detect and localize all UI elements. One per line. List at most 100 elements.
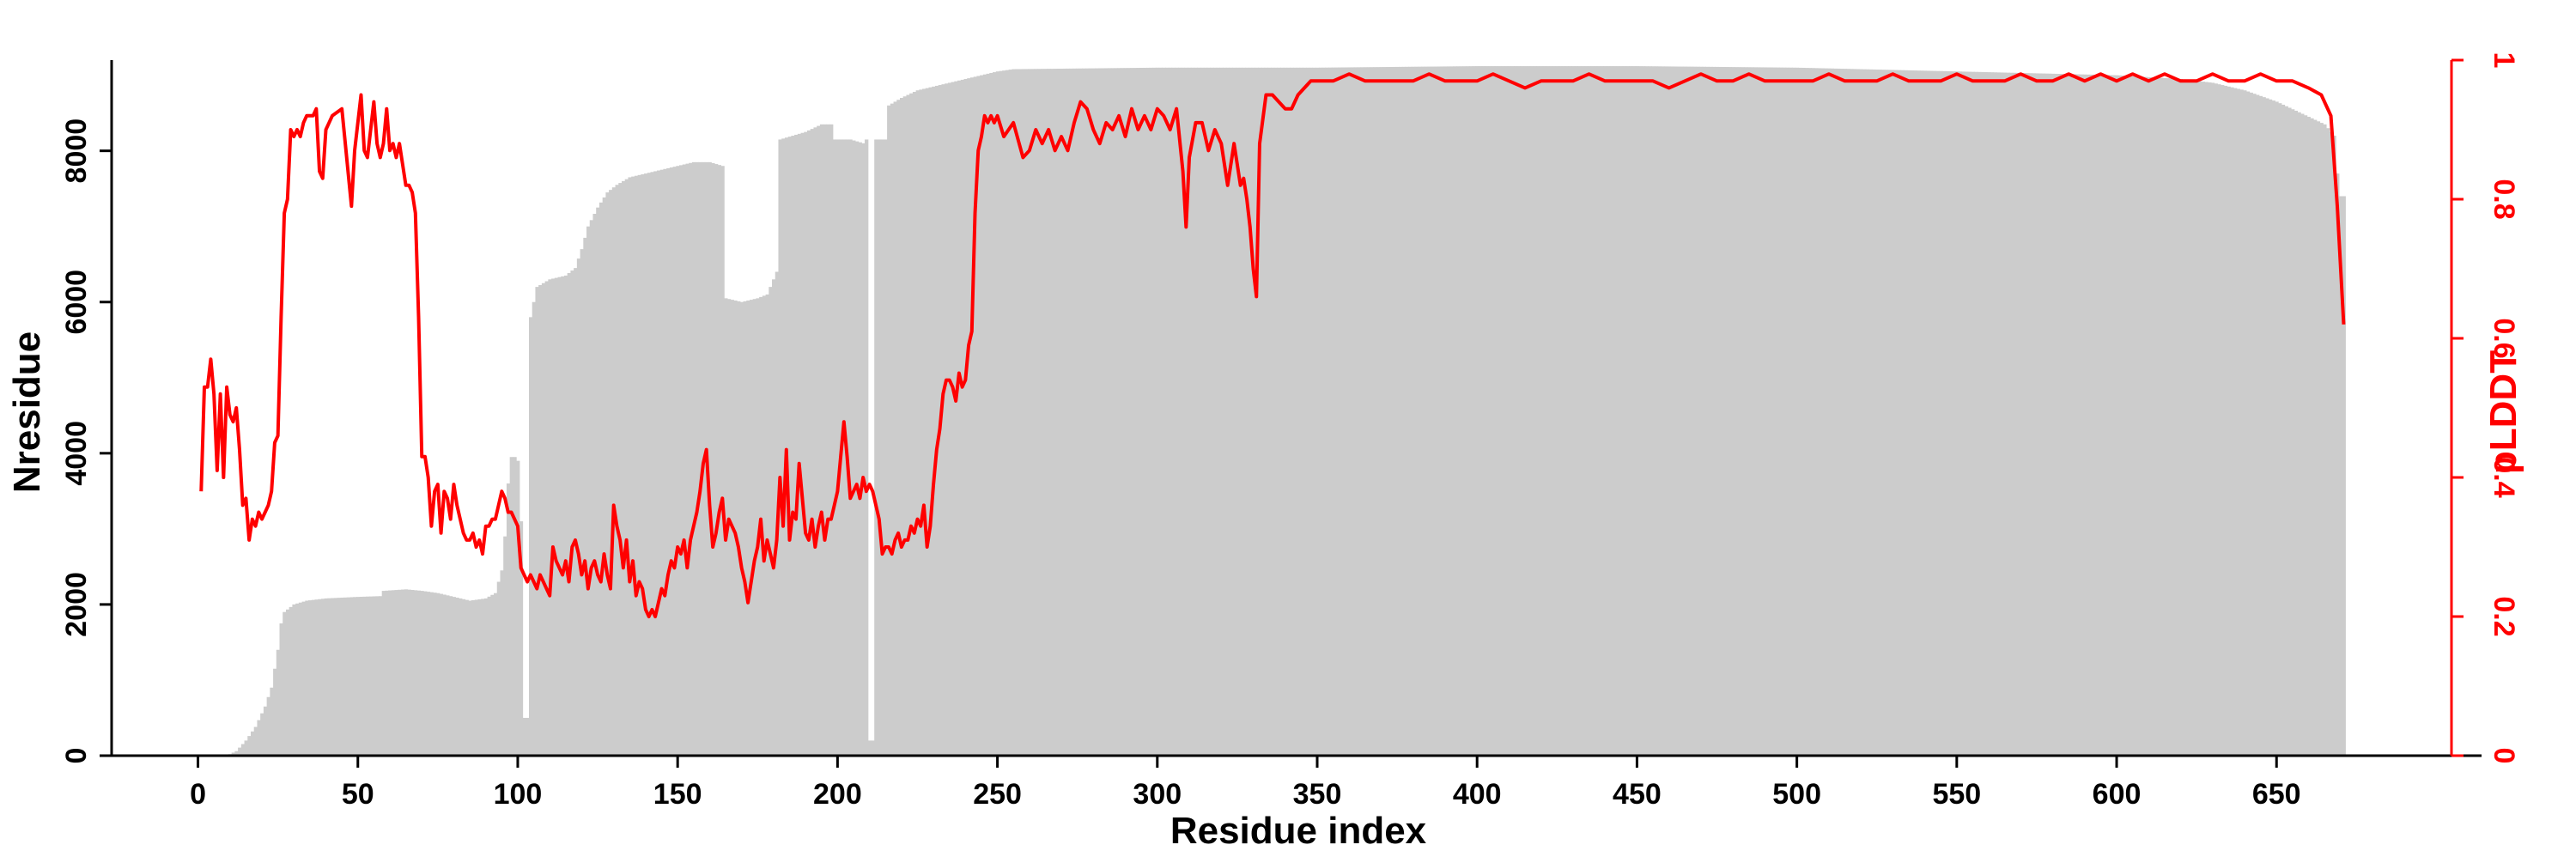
bar — [973, 76, 977, 757]
bar — [2291, 109, 2295, 757]
bar — [2089, 74, 2093, 756]
bar — [2323, 124, 2327, 757]
bar — [1501, 66, 1505, 757]
bar — [1696, 66, 1700, 756]
bar — [346, 597, 351, 756]
bar — [1546, 66, 1550, 757]
bar — [576, 258, 581, 756]
bar — [1747, 67, 1752, 756]
bar — [2163, 77, 2167, 756]
bar — [324, 598, 328, 756]
bar — [1789, 67, 1793, 757]
bar — [1958, 71, 1963, 757]
bar — [622, 180, 626, 756]
bar — [1536, 66, 1540, 757]
bar — [532, 301, 537, 756]
bar — [2124, 76, 2129, 756]
bar — [1075, 68, 1080, 756]
bar — [1689, 66, 1694, 756]
bar — [2057, 74, 2062, 756]
bar — [1431, 66, 1435, 757]
bar — [570, 270, 574, 756]
bar — [2169, 78, 2173, 757]
bar — [1286, 67, 1291, 757]
bar — [1037, 69, 1042, 756]
bar — [452, 597, 456, 756]
bar — [2041, 73, 2045, 756]
bar — [989, 72, 993, 757]
bar — [1117, 68, 1121, 756]
bar — [231, 752, 235, 756]
bar — [2329, 131, 2334, 756]
bar — [1913, 70, 1917, 756]
bar — [429, 592, 434, 756]
bar — [1830, 68, 1835, 756]
bar — [769, 287, 773, 756]
bar — [896, 100, 901, 757]
bar — [1325, 67, 1329, 756]
bar — [439, 593, 444, 756]
bar — [474, 599, 479, 756]
bar — [289, 606, 294, 756]
bar — [887, 105, 891, 756]
bar — [416, 590, 421, 756]
bar — [861, 143, 866, 757]
bar — [1523, 66, 1528, 757]
bar — [394, 590, 398, 756]
bar — [1878, 70, 1882, 757]
bar — [1948, 71, 1953, 756]
bar — [2313, 119, 2318, 757]
bar — [385, 590, 389, 756]
bar — [945, 83, 949, 757]
bar — [1651, 66, 1656, 757]
bar — [471, 599, 476, 756]
bar — [567, 272, 572, 756]
bar — [500, 570, 504, 756]
bar — [1731, 67, 1735, 757]
bar — [318, 599, 322, 756]
y-right-tick-label: 0 — [2488, 748, 2520, 764]
bar — [2076, 74, 2081, 757]
bar — [1043, 69, 1048, 757]
bar — [1271, 67, 1275, 757]
bar — [2038, 73, 2043, 756]
bar — [455, 597, 459, 756]
bar — [2214, 83, 2218, 757]
bar — [797, 133, 802, 757]
bar — [1229, 67, 1233, 757]
bar — [890, 103, 895, 757]
bar — [1737, 67, 1742, 757]
bar — [1804, 68, 1809, 756]
bar — [835, 139, 840, 756]
bar — [2316, 121, 2321, 756]
bar — [2082, 74, 2087, 757]
bar — [1462, 66, 1467, 757]
bar — [2147, 76, 2151, 756]
bar — [2278, 103, 2282, 757]
bar — [1357, 67, 1361, 757]
bar — [1779, 67, 1783, 756]
bar — [1440, 66, 1444, 757]
bar — [698, 161, 702, 757]
bar — [1833, 68, 1838, 757]
bar — [2182, 79, 2186, 756]
bar — [1353, 67, 1358, 756]
bar — [1661, 66, 1665, 756]
bar — [1494, 66, 1499, 757]
bar — [1277, 67, 1281, 757]
bar — [1136, 68, 1140, 757]
bar — [1862, 69, 1867, 756]
bar — [893, 101, 897, 757]
bar — [446, 595, 450, 756]
bar — [2223, 85, 2228, 757]
bar — [1127, 68, 1131, 756]
bar — [372, 596, 376, 756]
bar — [1686, 66, 1691, 757]
bar — [1581, 66, 1585, 757]
bar — [720, 166, 725, 756]
bar — [854, 141, 860, 756]
bar — [589, 220, 594, 756]
bar — [986, 73, 990, 757]
bar — [1961, 71, 1965, 756]
bar — [1766, 67, 1771, 757]
